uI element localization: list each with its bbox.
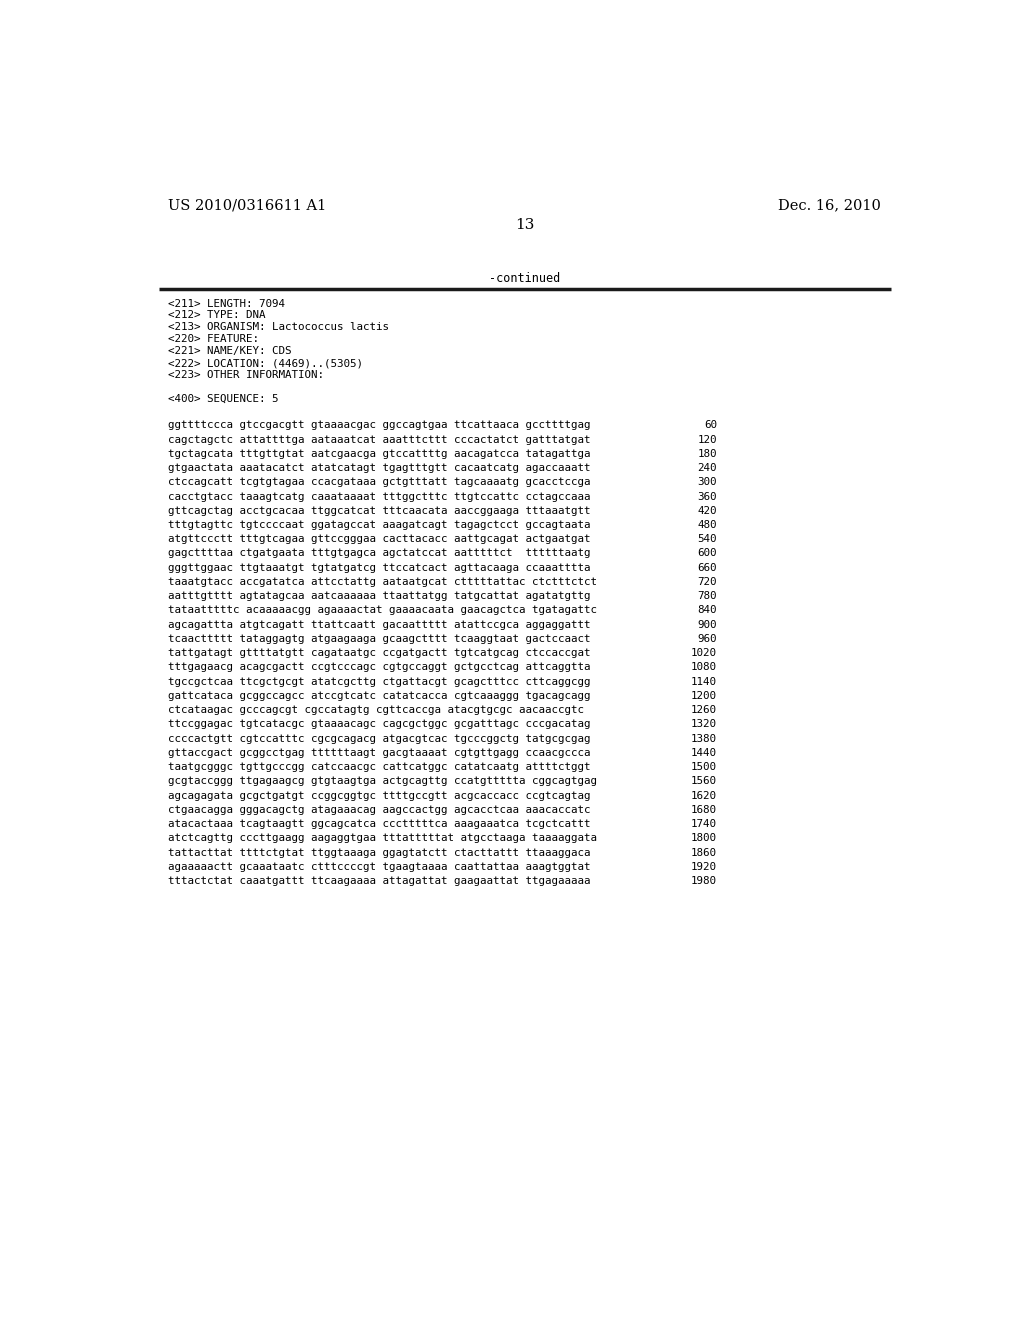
Text: gggttggaac ttgtaaatgt tgtatgatcg ttccatcact agttacaaga ccaaatttta: gggttggaac ttgtaaatgt tgtatgatcg ttccatc… [168, 562, 591, 573]
Text: -continued: -continued [489, 272, 560, 285]
Text: 660: 660 [697, 562, 717, 573]
Text: atacactaaa tcagtaagtt ggcagcatca ccctttttca aaagaaatca tcgctcattt: atacactaaa tcagtaagtt ggcagcatca ccctttt… [168, 820, 591, 829]
Text: 1140: 1140 [691, 677, 717, 686]
Text: ctgaacagga gggacagctg atagaaacag aagccactgg agcacctcaa aaacaccatc: ctgaacagga gggacagctg atagaaacag aagccac… [168, 805, 591, 814]
Text: 780: 780 [697, 591, 717, 601]
Text: tataatttttc acaaaaacgg agaaaactat gaaaacaata gaacagctca tgatagattc: tataatttttc acaaaaacgg agaaaactat gaaaac… [168, 606, 597, 615]
Text: 1320: 1320 [691, 719, 717, 730]
Text: taatgcgggc tgttgcccgg catccaacgc cattcatggc catatcaatg attttctggt: taatgcgggc tgttgcccgg catccaacgc cattcat… [168, 762, 591, 772]
Text: <213> ORGANISM: Lactococcus lactis: <213> ORGANISM: Lactococcus lactis [168, 322, 389, 333]
Text: 1980: 1980 [691, 876, 717, 886]
Text: 240: 240 [697, 463, 717, 473]
Text: ccccactgtt cgtccatttc cgcgcagacg atgacgtcac tgcccggctg tatgcgcgag: ccccactgtt cgtccatttc cgcgcagacg atgacgt… [168, 734, 591, 743]
Text: 480: 480 [697, 520, 717, 531]
Text: tttactctat caaatgattt ttcaagaaaa attagattat gaagaattat ttgagaaaaa: tttactctat caaatgattt ttcaagaaaa attagat… [168, 876, 591, 886]
Text: 1800: 1800 [691, 833, 717, 843]
Text: <222> LOCATION: (4469)..(5305): <222> LOCATION: (4469)..(5305) [168, 358, 364, 368]
Text: 180: 180 [697, 449, 717, 459]
Text: 1380: 1380 [691, 734, 717, 743]
Text: tttgtagttc tgtccccaat ggatagccat aaagatcagt tagagctcct gccagtaata: tttgtagttc tgtccccaat ggatagccat aaagatc… [168, 520, 591, 531]
Text: agcagagata gcgctgatgt ccggcggtgc ttttgccgtt acgcaccacc ccgtcagtag: agcagagata gcgctgatgt ccggcggtgc ttttgcc… [168, 791, 591, 801]
Text: 1260: 1260 [691, 705, 717, 715]
Text: 1440: 1440 [691, 748, 717, 758]
Text: 120: 120 [697, 434, 717, 445]
Text: tattacttat ttttctgtat ttggtaaaga ggagtatctt ctacttattt ttaaaggaca: tattacttat ttttctgtat ttggtaaaga ggagtat… [168, 847, 591, 858]
Text: tcaacttttt tataggagtg atgaagaaga gcaagctttt tcaaggtaat gactccaact: tcaacttttt tataggagtg atgaagaaga gcaagct… [168, 634, 591, 644]
Text: taaatgtacc accgatatca attcctattg aataatgcat ctttttattac ctctttctct: taaatgtacc accgatatca attcctattg aataatg… [168, 577, 597, 587]
Text: ctcataagac gcccagcgt cgccatagtg cgttcaccga atacgtgcgc aacaaccgtc: ctcataagac gcccagcgt cgccatagtg cgttcacc… [168, 705, 585, 715]
Text: 1860: 1860 [691, 847, 717, 858]
Text: 600: 600 [697, 549, 717, 558]
Text: 13: 13 [515, 218, 535, 232]
Text: cacctgtacc taaagtcatg caaataaaat tttggctttc ttgtccattc cctagccaaa: cacctgtacc taaagtcatg caaataaaat tttggct… [168, 491, 591, 502]
Text: tttgagaacg acagcgactt ccgtcccagc cgtgccaggt gctgcctcag attcaggtta: tttgagaacg acagcgactt ccgtcccagc cgtgcca… [168, 663, 591, 672]
Text: aatttgtttt agtatagcaa aatcaaaaaa ttaattatgg tatgcattat agatatgttg: aatttgtttt agtatagcaa aatcaaaaaa ttaatta… [168, 591, 591, 601]
Text: atgttccctt tttgtcagaa gttccgggaa cacttacacc aattgcagat actgaatgat: atgttccctt tttgtcagaa gttccgggaa cacttac… [168, 535, 591, 544]
Text: gtgaactata aaatacatct atatcatagt tgagtttgtt cacaatcatg agaccaaatt: gtgaactata aaatacatct atatcatagt tgagttt… [168, 463, 591, 473]
Text: gttaccgact gcggcctgag ttttttaagt gacgtaaaat cgtgttgagg ccaacgccca: gttaccgact gcggcctgag ttttttaagt gacgtaa… [168, 748, 591, 758]
Text: 1080: 1080 [691, 663, 717, 672]
Text: 60: 60 [705, 420, 717, 430]
Text: <220> FEATURE:: <220> FEATURE: [168, 334, 259, 345]
Text: agaaaaactt gcaaataatc ctttccccgt tgaagtaaaa caattattaa aaagtggtat: agaaaaactt gcaaataatc ctttccccgt tgaagta… [168, 862, 591, 873]
Text: atctcagttg cccttgaagg aagaggtgaa tttatttttat atgcctaaga taaaaggata: atctcagttg cccttgaagg aagaggtgaa tttattt… [168, 833, 597, 843]
Text: 1620: 1620 [691, 791, 717, 801]
Text: gattcataca gcggccagcc atccgtcatc catatcacca cgtcaaaggg tgacagcagg: gattcataca gcggccagcc atccgtcatc catatca… [168, 690, 591, 701]
Text: 900: 900 [697, 619, 717, 630]
Text: cagctagctc attattttga aataaatcat aaatttcttt cccactatct gatttatgat: cagctagctc attattttga aataaatcat aaatttc… [168, 434, 591, 445]
Text: <211> LENGTH: 7094: <211> LENGTH: 7094 [168, 298, 286, 309]
Text: tgccgctcaa ttcgctgcgt atatcgcttg ctgattacgt gcagctttcc cttcaggcgg: tgccgctcaa ttcgctgcgt atatcgcttg ctgatta… [168, 677, 591, 686]
Text: US 2010/0316611 A1: US 2010/0316611 A1 [168, 198, 327, 213]
Text: 1680: 1680 [691, 805, 717, 814]
Text: 960: 960 [697, 634, 717, 644]
Text: 360: 360 [697, 491, 717, 502]
Text: tgctagcata tttgttgtat aatcgaacga gtccattttg aacagatcca tatagattga: tgctagcata tttgttgtat aatcgaacga gtccatt… [168, 449, 591, 459]
Text: 1560: 1560 [691, 776, 717, 787]
Text: ttccggagac tgtcatacgc gtaaaacagc cagcgctggc gcgatttagc cccgacatag: ttccggagac tgtcatacgc gtaaaacagc cagcgct… [168, 719, 591, 730]
Text: 1920: 1920 [691, 862, 717, 873]
Text: <400> SEQUENCE: 5: <400> SEQUENCE: 5 [168, 395, 279, 404]
Text: 1500: 1500 [691, 762, 717, 772]
Text: 720: 720 [697, 577, 717, 587]
Text: 300: 300 [697, 478, 717, 487]
Text: 540: 540 [697, 535, 717, 544]
Text: tattgatagt gttttatgtt cagataatgc ccgatgactt tgtcatgcag ctccaccgat: tattgatagt gttttatgtt cagataatgc ccgatga… [168, 648, 591, 659]
Text: gttcagctag acctgcacaa ttggcatcat tttcaacata aaccggaaga tttaaatgtt: gttcagctag acctgcacaa ttggcatcat tttcaac… [168, 506, 591, 516]
Text: <221> NAME/KEY: CDS: <221> NAME/KEY: CDS [168, 346, 292, 356]
Text: 1020: 1020 [691, 648, 717, 659]
Text: 420: 420 [697, 506, 717, 516]
Text: ggttttccca gtccgacgtt gtaaaacgac ggccagtgaa ttcattaaca gccttttgag: ggttttccca gtccgacgtt gtaaaacgac ggccagt… [168, 420, 591, 430]
Text: <212> TYPE: DNA: <212> TYPE: DNA [168, 310, 266, 321]
Text: 1740: 1740 [691, 820, 717, 829]
Text: 840: 840 [697, 606, 717, 615]
Text: ctccagcatt tcgtgtagaa ccacgataaa gctgtttatt tagcaaaatg gcacctccga: ctccagcatt tcgtgtagaa ccacgataaa gctgttt… [168, 478, 591, 487]
Text: 1200: 1200 [691, 690, 717, 701]
Text: gagcttttaa ctgatgaata tttgtgagca agctatccat aatttttct  ttttttaatg: gagcttttaa ctgatgaata tttgtgagca agctatc… [168, 549, 591, 558]
Text: agcagattta atgtcagatt ttattcaatt gacaattttt atattccgca aggaggattt: agcagattta atgtcagatt ttattcaatt gacaatt… [168, 619, 591, 630]
Text: <223> OTHER INFORMATION:: <223> OTHER INFORMATION: [168, 370, 325, 380]
Text: gcgtaccggg ttgagaagcg gtgtaagtga actgcagttg ccatgttttta cggcagtgag: gcgtaccggg ttgagaagcg gtgtaagtga actgcag… [168, 776, 597, 787]
Text: Dec. 16, 2010: Dec. 16, 2010 [778, 198, 882, 213]
